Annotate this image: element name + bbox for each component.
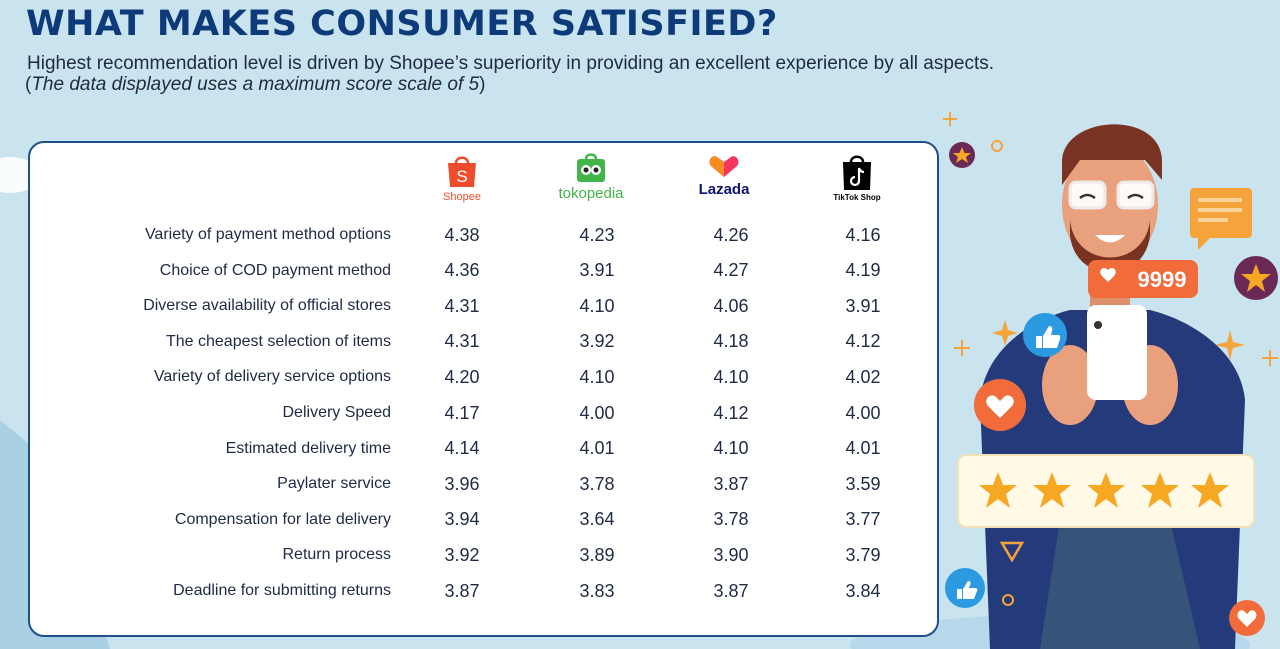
svg-text:S: S [456,167,467,186]
row-label: Delivery Speed [282,404,392,421]
page-subtitle: Highest recommendation level is driven b… [27,53,995,74]
score-cell-tokopedia: 4.10 [579,366,615,387]
heart-box-icon [709,156,739,177]
table-row: Compensation for late delivery 3.94 3.64 3.… [30,503,937,537]
score-cell-tokopedia: 4.01 [579,438,615,459]
score-cell-tokopedia: 3.83 [579,580,615,601]
score-cell-lazada: 4.12 [713,402,749,423]
score-cell-shopee: 4.36 [444,260,480,281]
score-cell-shopee: 4.31 [444,331,480,352]
scale-note: (The data displayed uses a maximum score… [25,74,486,95]
score-cell-tiktok-shop: 4.12 [845,331,881,352]
table-row: Diverse availability of official stores 4… [30,289,937,323]
page-title: WHAT MAKES CONSUMER SATISFIED? [26,4,778,44]
score-cell-lazada: 3.78 [713,509,749,530]
row-label: The cheapest selection of items [165,332,391,350]
satisfied-customer-illustration: 9999 [940,100,1280,649]
score-table-card: S Shopee tokopedia Lazada TikTok Shop Va… [28,141,939,637]
owl-bag-icon [577,153,605,182]
score-cell-tiktok-shop: 3.77 [845,509,881,530]
row-label: Deadline for submitting returns [173,582,391,599]
person-illustration: 9999 [943,112,1278,649]
row-label: Variety of delivery service options [153,368,391,386]
table-row: Choice of COD payment method 4.36 3.91 4.27… [30,254,937,288]
brand-label: Lazada [698,181,750,198]
brand-label: Shopee [443,191,481,203]
score-cell-shopee: 4.38 [444,224,480,245]
score-cell-shopee: 3.87 [444,580,480,601]
score-cell-lazada: 4.10 [713,438,749,459]
score-cell-tiktok-shop: 4.16 [845,224,881,245]
score-cell-shopee: 3.92 [444,544,480,565]
table-row: Return process 3.92 3.89 3.90 3.79 [30,538,937,572]
brand-label: tokopedia [558,185,624,202]
table-row: Delivery Speed 4.17 4.00 4.12 4.00 [30,396,937,430]
score-cell-lazada: 4.26 [713,224,749,245]
score-cell-tiktok-shop: 3.79 [845,544,881,565]
table-row: Estimated delivery time 4.14 4.01 4.10 4.01 [30,432,937,466]
score-cell-tokopedia: 3.64 [579,509,615,530]
score-cell-tokopedia: 3.91 [579,260,615,281]
chat-bubble-icon [1190,188,1252,238]
score-cell-lazada: 3.90 [713,544,749,565]
score-cell-lazada: 4.06 [713,295,749,316]
row-label: Estimated delivery time [225,439,391,457]
table-row: Variety of delivery service options 4.20 4… [30,360,937,394]
row-label: Diverse availability of official stores [143,297,391,315]
scale-note-text: The data displayed uses a maximum score … [31,74,480,95]
score-cell-shopee: 4.17 [444,402,480,423]
score-cell-tiktok-shop: 3.91 [845,295,881,316]
score-cell-tiktok-shop: 4.00 [845,402,881,423]
score-cell-lazada: 4.10 [713,366,749,387]
score-cell-tokopedia: 3.92 [579,331,615,352]
shopping-bag-icon: S [448,156,476,187]
score-cell-tiktok-shop: 4.19 [845,260,881,281]
score-cell-shopee: 4.20 [444,366,480,387]
brand-shopee: S Shopee [407,153,517,203]
tiktok-bag-icon [843,155,871,190]
score-cell-tiktok-shop: 3.84 [845,580,881,601]
table-row: Deadline for submitting returns 3.87 3.83 3… [30,574,937,608]
five-star-rating [979,472,1229,508]
score-cell-lazada: 3.87 [713,580,749,601]
score-cell-tokopedia: 4.00 [579,402,615,423]
brand-label: TikTok Shop [833,193,881,202]
score-cell-lazada: 4.18 [713,331,749,352]
brand-tokopedia: tokopedia [536,153,646,202]
row-label: Return process [282,546,392,564]
score-cell-shopee: 4.31 [444,295,480,316]
score-cell-tiktok-shop: 4.01 [845,438,881,459]
like-count: 9999 [1138,267,1187,292]
score-cell-shopee: 3.94 [444,509,480,530]
row-label: Paylater service [277,475,391,493]
row-label: Variety of payment method options [144,226,391,243]
table-row: Variety of payment method options 4.38 4.2… [30,218,937,252]
brand-lazada: Lazada [669,153,779,198]
score-cell-tokopedia: 3.78 [579,473,615,494]
score-cell-lazada: 3.87 [713,473,749,494]
row-label: Choice of COD payment method [159,261,391,279]
row-label: Compensation for late delivery [174,510,391,528]
score-cell-tokopedia: 4.23 [579,224,615,245]
brand-tiktok-shop: TikTok Shop [802,153,912,202]
table-row: Paylater service 3.96 3.78 3.87 3.59 [30,467,937,501]
score-cell-tokopedia: 3.89 [579,544,615,565]
score-cell-tiktok-shop: 3.59 [845,473,881,494]
score-cell-tokopedia: 4.10 [579,295,615,316]
score-cell-shopee: 4.14 [444,438,480,459]
table-row: The cheapest selection of items 4.31 3.92 4… [30,325,937,359]
score-cell-lazada: 4.27 [713,260,749,281]
score-cell-shopee: 3.96 [444,473,480,494]
score-cell-tiktok-shop: 4.02 [845,366,881,387]
